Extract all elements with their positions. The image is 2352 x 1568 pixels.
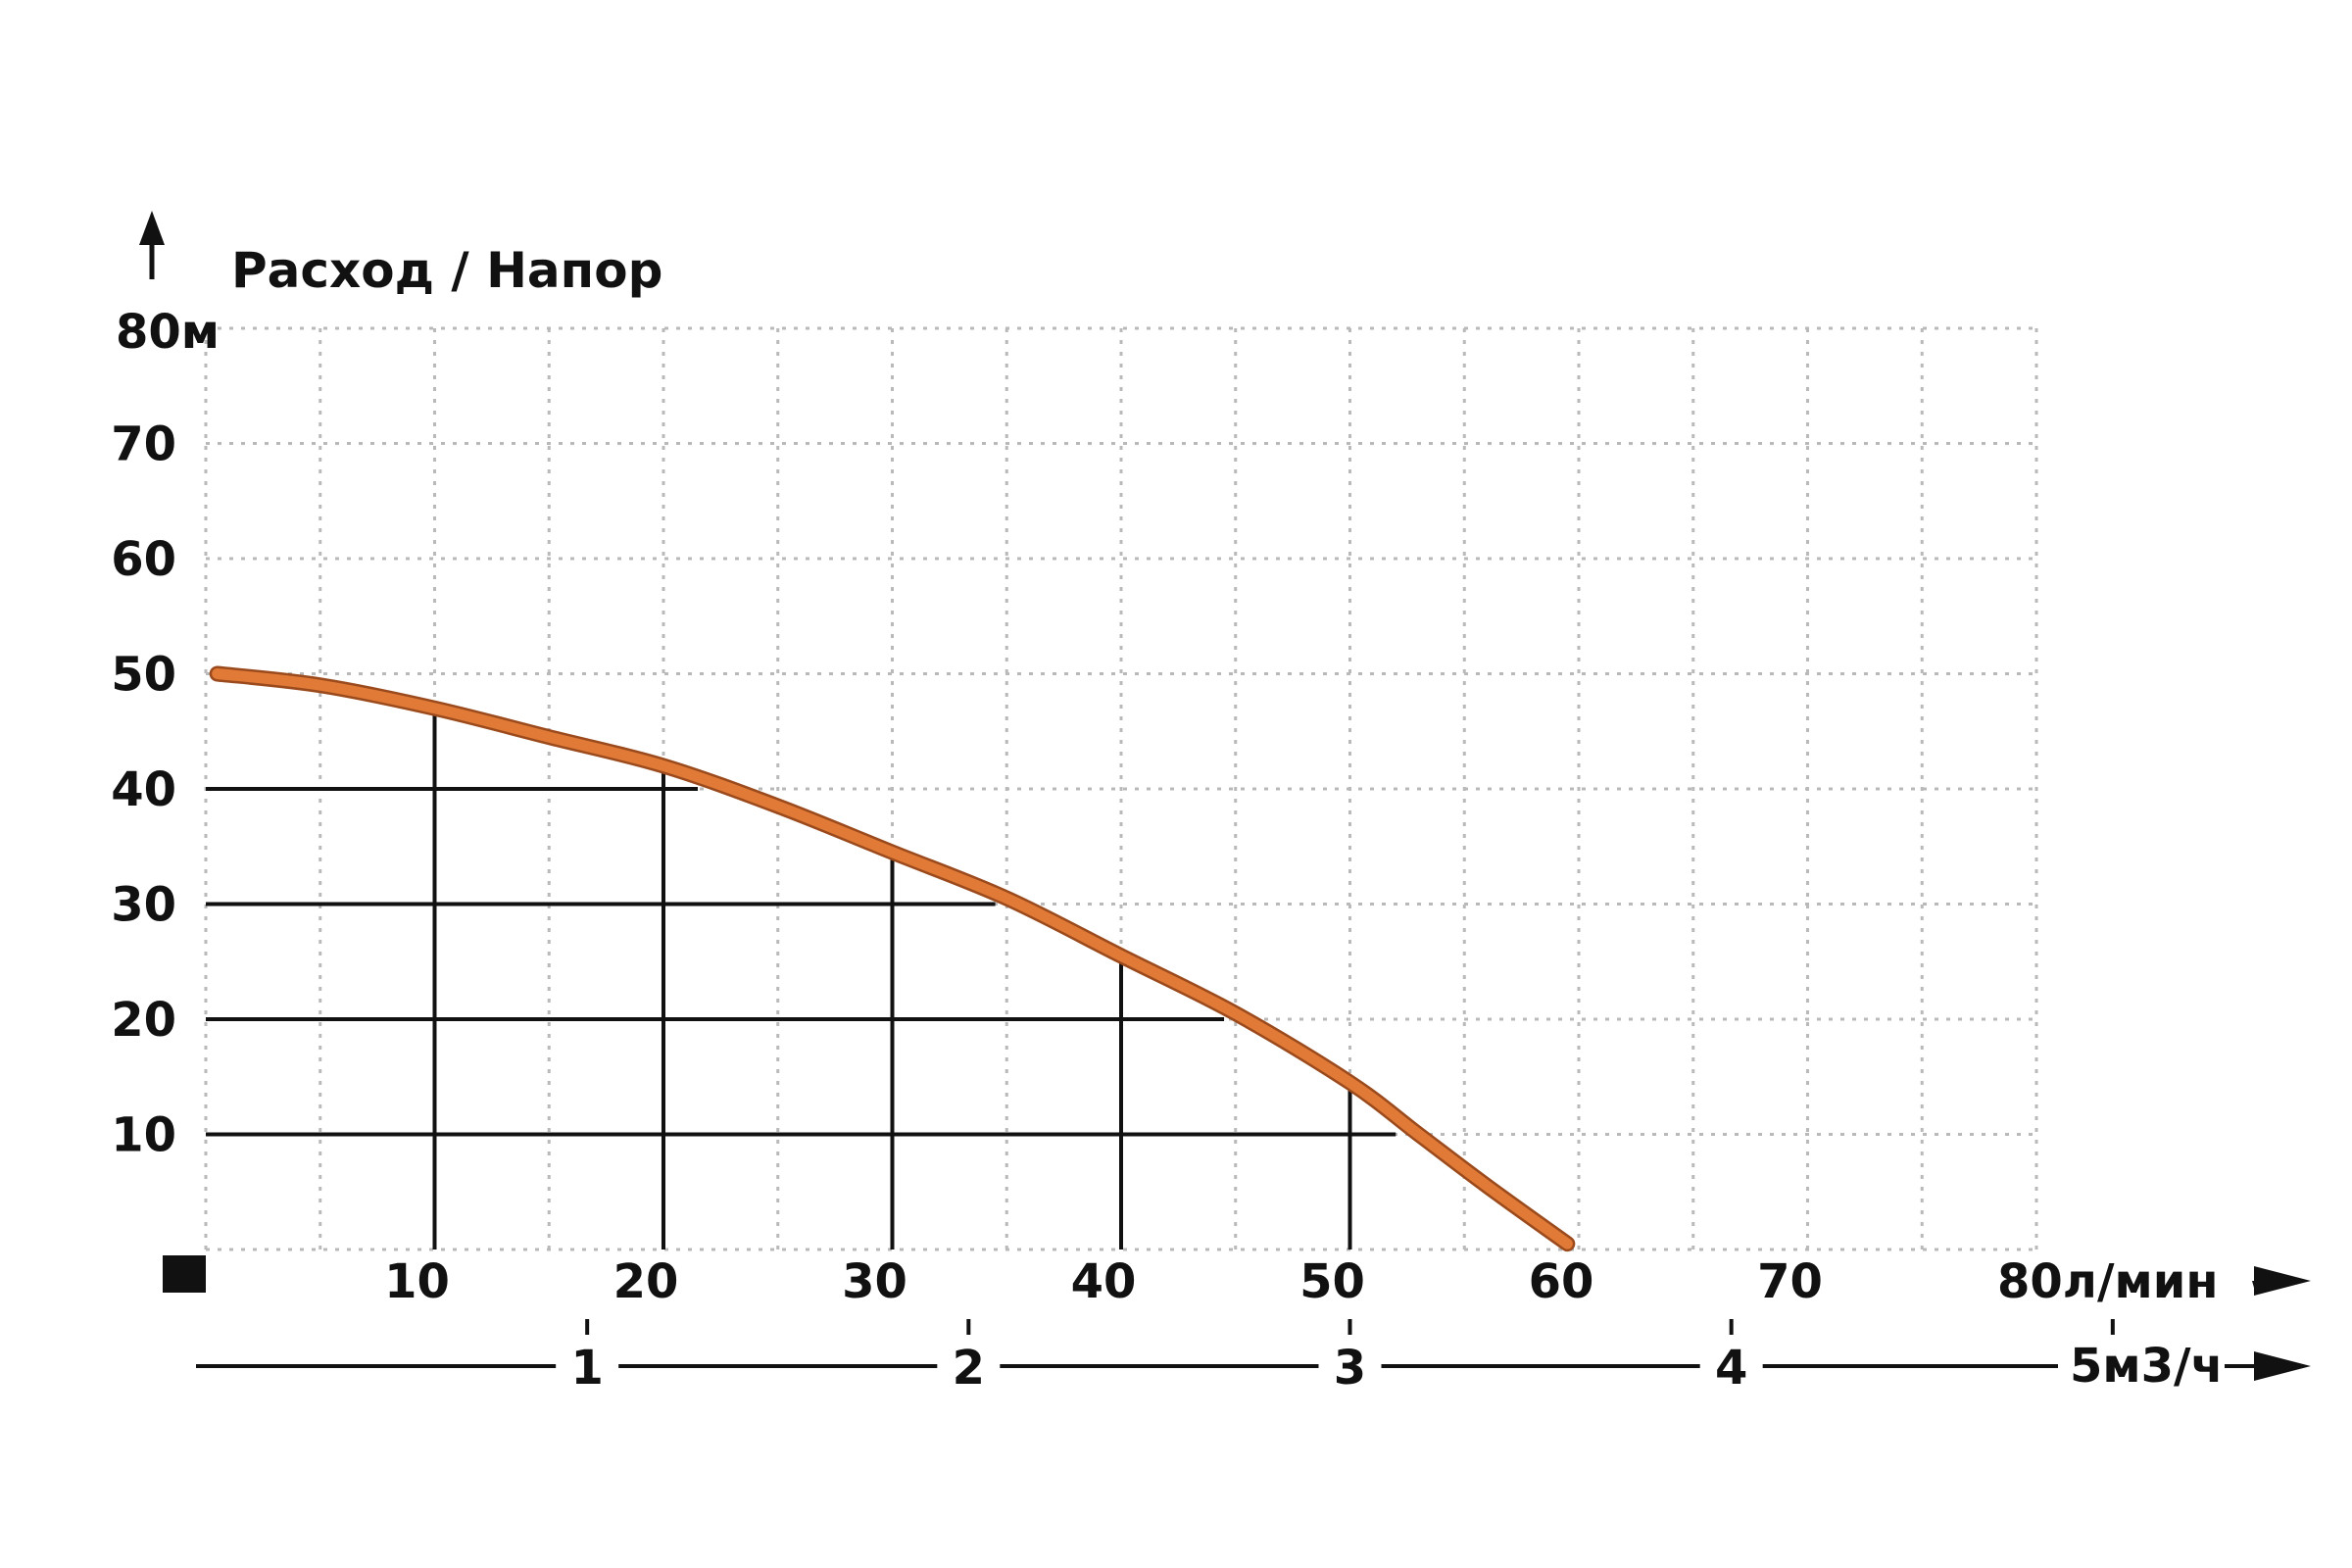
x-axis-tick-label: 70	[1757, 1254, 1823, 1309]
secondary-axis-tick-label: 4	[1715, 1341, 1747, 1396]
x-axis-tick-label: 40	[1071, 1254, 1137, 1309]
secondary-axis-tick-label: 2	[953, 1341, 985, 1396]
reference-lines	[206, 708, 1396, 1250]
x-axis-tick-label: 10	[384, 1254, 450, 1309]
x-axis-arrow-head	[2254, 1266, 2311, 1296]
x-axis-end-label: 80л/мин	[1997, 1254, 2219, 1309]
secondary-axis-tick-label: 1	[570, 1341, 603, 1396]
y-axis-tick-label: 40	[111, 762, 176, 817]
x-axis-tick-label: 30	[842, 1254, 907, 1309]
y-axis-tick-label: 50	[111, 648, 176, 703]
y-axis-tick-label: 30	[111, 878, 176, 933]
chart-title: Расход / Напор	[231, 242, 662, 299]
secondary-axis-end-label: 5м3/ч	[2070, 1339, 2224, 1394]
x-axis-tick-label: 20	[613, 1254, 679, 1309]
y-axis-top-label: 80м	[116, 305, 220, 360]
performance-curve-group	[209, 665, 1576, 1252]
y-axis-tick-label: 60	[111, 532, 176, 587]
axes	[139, 211, 2311, 1381]
performance-curve	[212, 668, 1573, 1250]
secondary-axis-arrow-head	[2254, 1351, 2311, 1381]
y-axis-tick-label: 70	[111, 417, 176, 472]
secondary-axis-tick-label: 3	[1334, 1341, 1366, 1396]
y-axis-arrow-head	[139, 211, 165, 245]
y-axis-tick-label: 10	[111, 1108, 176, 1163]
x-axis-tick-label: 50	[1299, 1254, 1365, 1309]
labels: Расход / Напор 80м 80л/мин 5м3/ч 1 2 3 4 10 2…	[111, 242, 2223, 1396]
x-axis-tick-label: 60	[1529, 1254, 1594, 1309]
origin-marker	[163, 1255, 206, 1293]
grid	[204, 326, 2038, 1251]
y-axis-tick-label: 20	[111, 993, 176, 1048]
